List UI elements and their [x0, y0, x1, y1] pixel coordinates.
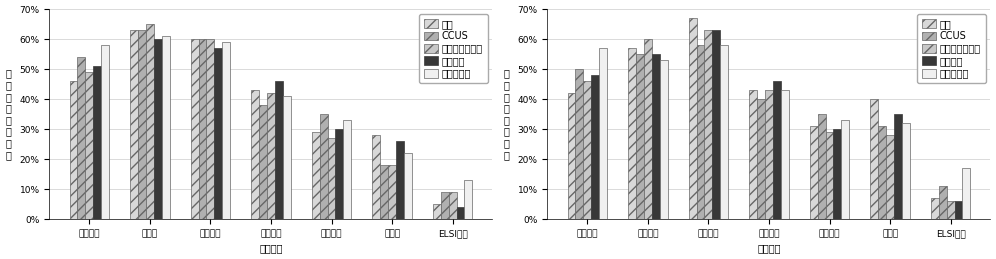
- Bar: [878, 126, 886, 219]
- Bar: [704, 30, 712, 219]
- Bar: [145, 24, 153, 219]
- Bar: [441, 192, 448, 219]
- Bar: [153, 39, 161, 219]
- Bar: [222, 42, 230, 219]
- Bar: [130, 30, 138, 219]
- Bar: [773, 81, 781, 219]
- Bar: [628, 48, 636, 219]
- Bar: [818, 114, 826, 219]
- Bar: [336, 129, 344, 219]
- Bar: [206, 39, 214, 219]
- Bar: [659, 60, 667, 219]
- Bar: [283, 96, 291, 219]
- Bar: [78, 57, 86, 219]
- Legend: 水素, CCUS, 再エネ・蓄エネ, パワエレ, 全トピック: 水素, CCUS, 再エネ・蓄エネ, パワエレ, 全トピック: [917, 14, 986, 83]
- Bar: [275, 81, 283, 219]
- Bar: [810, 126, 818, 219]
- Bar: [448, 192, 456, 219]
- Bar: [456, 207, 464, 219]
- Bar: [138, 30, 145, 219]
- Bar: [576, 69, 584, 219]
- Bar: [712, 30, 720, 219]
- Bar: [842, 120, 850, 219]
- Bar: [94, 66, 101, 219]
- Bar: [251, 90, 259, 219]
- Bar: [403, 153, 411, 219]
- Bar: [328, 138, 336, 219]
- Bar: [946, 201, 954, 219]
- Bar: [320, 114, 328, 219]
- Bar: [312, 132, 320, 219]
- Bar: [939, 186, 946, 219]
- Bar: [599, 48, 607, 219]
- Bar: [962, 168, 970, 219]
- Bar: [388, 165, 396, 219]
- Bar: [636, 54, 643, 219]
- Bar: [749, 90, 757, 219]
- X-axis label: 政策手段: 政策手段: [757, 243, 781, 254]
- Bar: [757, 99, 765, 219]
- Bar: [373, 135, 380, 219]
- Bar: [901, 123, 909, 219]
- Legend: 水素, CCUS, 再エネ・蓄エネ, パワエレ, 全トピック: 水素, CCUS, 再エネ・蓄エネ, パワエレ, 全トピック: [419, 14, 488, 83]
- Bar: [765, 90, 773, 219]
- Bar: [344, 120, 352, 219]
- Bar: [214, 48, 222, 219]
- Bar: [643, 39, 651, 219]
- Bar: [86, 72, 94, 219]
- Bar: [396, 141, 403, 219]
- Bar: [781, 90, 789, 219]
- Bar: [886, 135, 894, 219]
- Bar: [954, 201, 962, 219]
- Bar: [380, 165, 388, 219]
- Bar: [720, 45, 728, 219]
- Bar: [592, 75, 599, 219]
- Y-axis label: 回
答
者
の
選
択
割
合: 回 答 者 の 選 択 割 合: [504, 69, 509, 160]
- Bar: [190, 39, 198, 219]
- Bar: [651, 54, 659, 219]
- Bar: [433, 204, 441, 219]
- Bar: [267, 93, 275, 219]
- Bar: [584, 81, 592, 219]
- Bar: [161, 36, 169, 219]
- X-axis label: 政策手段: 政策手段: [259, 243, 283, 254]
- Bar: [834, 129, 842, 219]
- Bar: [259, 105, 267, 219]
- Bar: [101, 45, 109, 219]
- Bar: [568, 93, 576, 219]
- Bar: [688, 18, 696, 219]
- Bar: [696, 45, 704, 219]
- Bar: [871, 99, 878, 219]
- Bar: [198, 39, 206, 219]
- Y-axis label: 回
答
者
の
選
択
割
合: 回 答 者 の 選 択 割 合: [6, 69, 11, 160]
- Bar: [826, 132, 834, 219]
- Bar: [70, 81, 78, 219]
- Bar: [894, 114, 901, 219]
- Bar: [931, 198, 939, 219]
- Bar: [464, 180, 472, 219]
